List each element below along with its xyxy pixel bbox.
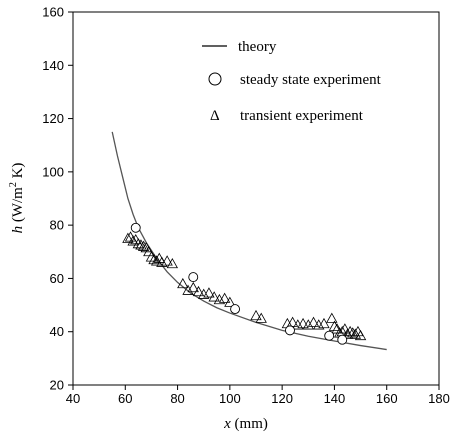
axis-ticks [68,11,440,390]
y-tick-label: 100 [42,164,64,179]
x-tick-label: 80 [170,391,184,406]
transient-point [339,323,351,334]
transient-point [307,316,320,327]
x-tick-label: 140 [324,391,346,406]
y-tick-label: 20 [50,378,64,393]
transient-point [156,256,168,267]
y-tick-label: 140 [42,58,64,73]
plot-frame [72,11,440,386]
transient-point [255,312,267,323]
steady-state-point [324,330,335,341]
transient-point [122,232,134,243]
transient-point [341,328,354,339]
x-tick-label: 40 [66,391,80,406]
transient-point [328,320,341,331]
transient-point [182,284,194,295]
x-axis-label: x (mm) [223,416,268,432]
transient-point [135,239,147,250]
y-axis-unit-pre: (W/m [10,187,26,226]
theory-curve [111,131,387,351]
y-axis-unit-sup: 2 [8,182,19,187]
transient-point [224,296,236,307]
y-axis-label: h (W/m2 K) [8,163,26,234]
theory-line [111,131,387,351]
transient-point [137,240,150,251]
transient-point [198,288,210,299]
transient-point [213,293,226,305]
legend-label-transient: transient experiment [240,108,364,124]
transient-point [127,235,139,246]
transient-point [192,285,205,297]
transient-point [143,245,155,257]
steady-state-point [285,325,295,336]
transient-point [297,317,309,329]
y-tick-label: 120 [42,111,64,126]
transient-point [187,281,199,293]
steady-state-point [337,334,348,345]
y-tick-label: 40 [50,324,64,339]
transient-point [166,257,179,269]
transient-point [302,319,314,330]
y-axis-var: h [10,226,26,234]
y-axis-unit-post: K) [10,163,26,183]
transient-point [208,291,220,302]
transient-point [292,319,304,330]
transient-point [148,253,160,265]
transient-point [161,255,173,266]
legend-label-steady: steady state experiment [240,72,382,88]
transient-point [318,317,330,329]
transient-point [344,325,356,337]
steady-state-point [130,222,141,233]
transient-point [349,328,362,339]
steady-state-point [230,304,241,315]
legend-label-theory: theory [238,39,277,55]
legend: theory steady state experiment Δ transie… [202,39,382,124]
x-tick-label: 60 [118,391,132,406]
x-axis-unit: (mm) [231,416,268,432]
transient-point [354,329,367,341]
transient-point [326,312,338,323]
x-tick-label: 120 [271,391,293,406]
transient-point [145,251,158,262]
transient-point [250,309,262,321]
legend-circle-symbol [208,72,222,86]
legend-triangle-symbol: Δ [210,108,220,124]
transient-point [150,255,163,266]
data-markers [122,222,367,345]
x-tick-label: 160 [376,391,398,406]
transient-point [203,287,215,298]
tick-labels: 40 60 80 100 120 140 160 1802040608010012014016… [42,5,450,407]
transient-point [132,237,145,249]
y-tick-label: 80 [50,218,64,233]
transient-point [313,319,325,330]
transient-point [347,327,359,338]
x-tick-label: 100 [219,391,241,406]
transient-point [218,292,231,303]
x-tick-label: 180 [428,391,450,406]
transient-point [124,231,137,242]
y-tick-label: 160 [42,5,64,20]
steady-state-point [188,272,199,283]
x-axis-var: x [223,416,231,432]
transient-point [177,277,189,289]
y-tick-label: 60 [50,271,64,286]
